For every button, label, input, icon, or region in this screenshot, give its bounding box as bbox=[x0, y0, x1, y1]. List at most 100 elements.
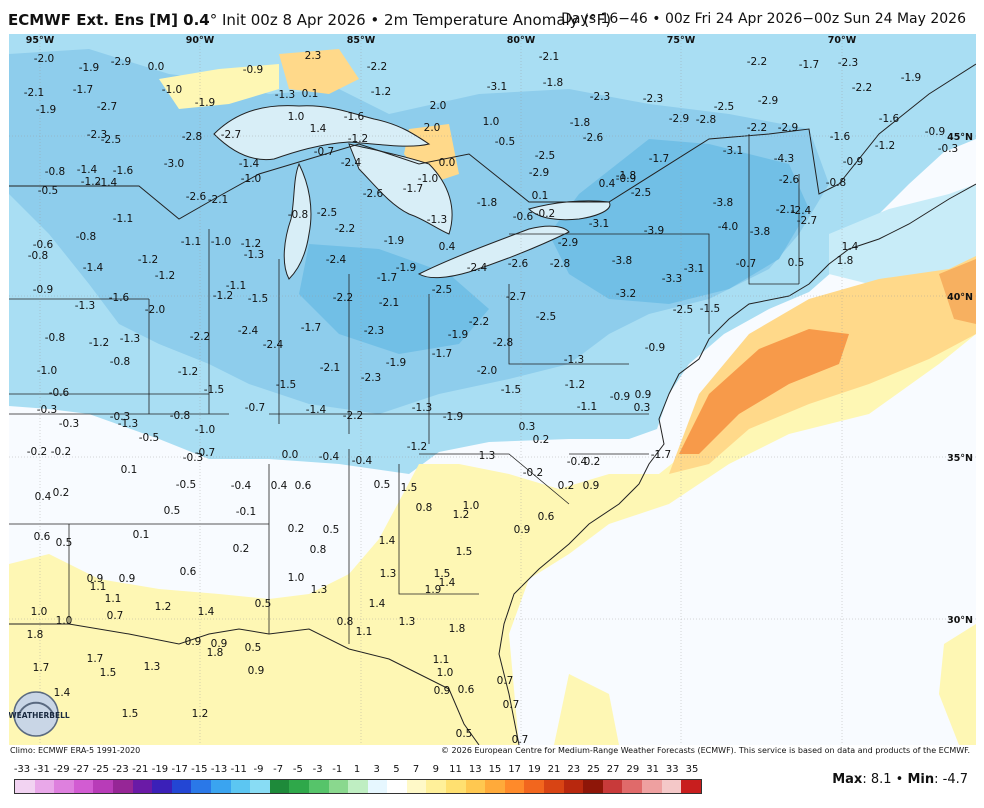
anomaly-value: -2.5 bbox=[432, 284, 453, 296]
scale-tick-label: -19 bbox=[151, 764, 169, 775]
scale-swatch bbox=[112, 780, 133, 793]
longitude-label: 80°W bbox=[507, 35, 536, 46]
anomaly-value: -0.9 bbox=[925, 126, 946, 138]
anomaly-value: -0.9 bbox=[33, 284, 54, 296]
anomaly-value: -2.4 bbox=[341, 157, 362, 169]
anomaly-value: -0.3 bbox=[37, 404, 58, 416]
scale-swatch bbox=[210, 780, 231, 793]
anomaly-value: -2.8 bbox=[696, 114, 717, 126]
scale-tick-label: -9 bbox=[253, 764, 264, 775]
warm-anomaly-south bbox=[9, 269, 976, 745]
anomaly-value: 0.0 bbox=[439, 157, 456, 169]
anomaly-value: 2.3 bbox=[305, 50, 322, 62]
scale-tick-label: -23 bbox=[112, 764, 129, 775]
longitude-label: 95°W bbox=[26, 35, 55, 46]
anomaly-value: -4.0 bbox=[718, 221, 739, 233]
anomaly-value: -0.6 bbox=[49, 387, 70, 399]
anomaly-value: 1.8 bbox=[207, 647, 224, 659]
scale-tick-label: 33 bbox=[665, 764, 679, 775]
scale-tick-label: -5 bbox=[292, 764, 303, 775]
anomaly-value: 0.4 bbox=[599, 178, 616, 190]
longitude-label: 90°W bbox=[186, 35, 215, 46]
anomaly-value: 0.6 bbox=[538, 511, 555, 523]
anomaly-value: 2.0 bbox=[424, 122, 441, 134]
copyright-note: © 2026 European Centre for Medium-Range … bbox=[441, 746, 970, 755]
grid-lines bbox=[9, 34, 976, 745]
anomaly-value: -0.2 bbox=[27, 446, 48, 458]
anomaly-value: 0.3 bbox=[634, 402, 651, 414]
anomaly-value: -1.7 bbox=[73, 84, 94, 96]
anomaly-value: -1.1 bbox=[226, 280, 247, 292]
scale-tick-label: 31 bbox=[646, 764, 659, 775]
anomaly-value: 0.2 bbox=[288, 523, 305, 535]
anomaly-value: 0.6 bbox=[34, 531, 51, 543]
scale-swatch bbox=[387, 780, 407, 793]
anomaly-value: -1.4 bbox=[83, 262, 104, 274]
anomaly-value: -2.2 bbox=[343, 410, 364, 422]
core-cold-region bbox=[549, 139, 809, 304]
anomaly-value: 0.3 bbox=[519, 421, 536, 433]
anomaly-value: 1.0 bbox=[463, 500, 480, 512]
anomaly-value: -2.8 bbox=[182, 131, 203, 143]
anomaly-value: 1.0 bbox=[56, 615, 73, 627]
anomaly-value: -0.8 bbox=[110, 356, 131, 368]
anomaly-value: 0.9 bbox=[635, 389, 652, 401]
anomaly-value: 0.6 bbox=[180, 566, 197, 578]
anomaly-value: -1.1 bbox=[113, 213, 134, 225]
anomaly-value: 0.8 bbox=[310, 544, 327, 556]
scale-swatch bbox=[191, 780, 211, 793]
anomaly-value: -1.1 bbox=[181, 236, 202, 248]
scale-tick-label: -15 bbox=[191, 764, 208, 775]
anomaly-value: -3.8 bbox=[612, 255, 633, 267]
anomaly-value: 0.5 bbox=[456, 728, 473, 740]
anomaly-value: -2.1 bbox=[24, 87, 45, 99]
scale-swatch bbox=[152, 780, 172, 793]
anomaly-value: -2.6 bbox=[186, 191, 207, 203]
scale-swatch bbox=[250, 780, 270, 793]
longitude-label: 75°W bbox=[667, 35, 696, 46]
scale-tick-label: -33 bbox=[13, 764, 31, 775]
anomaly-value: -1.4 bbox=[97, 177, 118, 189]
scale-tick-label: -27 bbox=[72, 764, 90, 775]
latitude-label: 30°N bbox=[947, 615, 973, 626]
anomaly-value: 0.1 bbox=[133, 529, 150, 541]
map-panel[interactable]: 95°W 90°W 85°W 80°W 75°W 70°W 45°N 40°N 35°N 30°N… bbox=[9, 34, 976, 745]
anomaly-value: -1.9 bbox=[386, 357, 407, 369]
anomaly-value: -2.6 bbox=[363, 188, 384, 200]
anomaly-value: -2.2 bbox=[335, 223, 356, 235]
anomaly-value: -1.4 bbox=[239, 158, 260, 170]
anomaly-value: -1.0 bbox=[162, 84, 183, 96]
anomaly-value: -0.6 bbox=[513, 211, 534, 223]
anomaly-value: -1.7 bbox=[377, 272, 398, 284]
anomaly-value: -2.1 bbox=[379, 297, 400, 309]
anomaly-value: 1.1 bbox=[433, 654, 450, 666]
anomaly-value: -2.1 bbox=[539, 51, 560, 63]
anomaly-value: -2.5 bbox=[673, 304, 694, 316]
anomaly-value: -1.2 bbox=[371, 86, 392, 98]
scale-tick-label: 5 bbox=[393, 764, 400, 775]
anomaly-value: -2.2 bbox=[747, 122, 768, 134]
scale-swatch bbox=[622, 780, 642, 793]
latitude-label: 45°N bbox=[947, 132, 973, 143]
anomaly-value: -0.9 bbox=[616, 173, 637, 185]
anomaly-value: -2.8 bbox=[493, 337, 514, 349]
scale-tick-label: 7 bbox=[412, 764, 420, 775]
scale-swatch bbox=[171, 780, 192, 793]
temperature-anomaly-map[interactable]: 95°W 90°W 85°W 80°W 75°W 70°W 45°N 40°N 35°N 30°N… bbox=[9, 34, 976, 745]
anomaly-value: -2.3 bbox=[643, 93, 664, 105]
warm-plume-core bbox=[679, 329, 849, 454]
color-scale: -33 -31 -29 -27 -25 -23 -21 -19 -17 -15 -13 -11 -9 -7… bbox=[14, 764, 704, 804]
anomaly-value: -2.3 bbox=[590, 91, 611, 103]
anomaly-value: -1.7 bbox=[301, 322, 322, 334]
scale-tick-label: 15 bbox=[488, 764, 502, 775]
anomaly-value: -1.2 bbox=[407, 441, 428, 453]
scale-tick-label: 21 bbox=[547, 764, 561, 775]
anomaly-value: 0.0 bbox=[148, 61, 165, 73]
scale-tick-label: 27 bbox=[606, 764, 620, 775]
anomaly-value: -3.1 bbox=[487, 81, 508, 93]
anomaly-value: -0.3 bbox=[938, 143, 959, 155]
anomaly-value: 1.3 bbox=[144, 661, 161, 673]
scale-swatch bbox=[348, 780, 368, 793]
anomaly-value: -1.6 bbox=[113, 165, 134, 177]
anomaly-value: -2.9 bbox=[669, 113, 690, 125]
